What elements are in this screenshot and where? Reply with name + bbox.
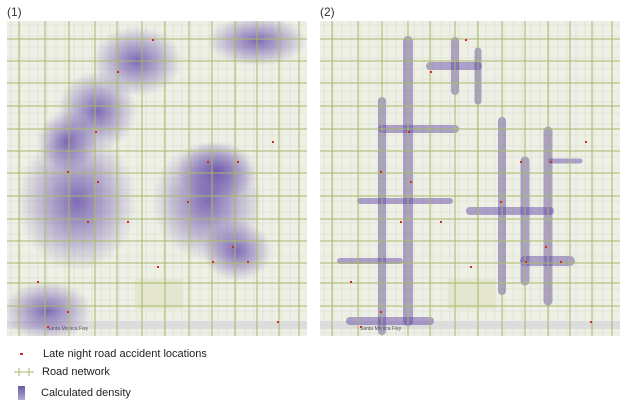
accident-point <box>212 261 214 263</box>
cemetery-area <box>448 279 496 309</box>
accident-point <box>67 311 69 313</box>
legend-label: Late night road accident locations <box>43 348 207 360</box>
map-panel-network-density[interactable]: Santa Monica Fwy <box>320 21 620 336</box>
density-blob <box>7 281 92 336</box>
legend-label: Calculated density <box>41 387 131 399</box>
accident-point <box>500 201 502 203</box>
accident-point <box>560 261 562 263</box>
accident-point <box>47 326 49 328</box>
accident-point <box>585 141 587 143</box>
accident-point <box>117 71 119 73</box>
legend-label: Road network <box>42 366 110 378</box>
accident-point <box>550 161 552 163</box>
accident-point <box>247 261 249 263</box>
accident-point <box>470 266 472 268</box>
accident-point <box>232 246 234 248</box>
accident-point <box>408 131 410 133</box>
accident-point <box>380 311 382 313</box>
accident-point <box>207 161 209 163</box>
accident-point <box>410 181 412 183</box>
accident-point <box>87 221 89 223</box>
density-blob <box>37 111 97 171</box>
accident-point <box>400 221 402 223</box>
panel-2-label: (2) <box>320 5 335 19</box>
accident-point <box>465 39 467 41</box>
accident-point <box>67 171 69 173</box>
accident-point <box>127 221 129 223</box>
panel-1-label: (1) <box>7 5 22 19</box>
accident-point <box>360 326 362 328</box>
legend-item-roads: Road network <box>14 366 110 378</box>
map-2: Santa Monica Fwy <box>320 21 620 336</box>
map-1: Santa Monica Fwy <box>7 21 307 336</box>
accident-point <box>152 39 154 41</box>
density-blob <box>202 221 272 281</box>
accident-point <box>277 321 279 323</box>
accident-point <box>520 161 522 163</box>
red-dot-icon <box>20 353 23 355</box>
accident-point <box>237 161 239 163</box>
cemetery-area <box>135 279 183 309</box>
legend-item-density: Calculated density <box>18 386 131 400</box>
accident-point <box>380 171 382 173</box>
map-panel-kernel-density[interactable]: Santa Monica Fwy <box>7 21 307 336</box>
density-blob <box>17 131 137 271</box>
accident-point <box>187 201 189 203</box>
accident-point <box>545 246 547 248</box>
freeway <box>7 321 307 329</box>
accident-point <box>95 131 97 133</box>
accident-point <box>157 266 159 268</box>
freeway-label: Santa Monica Fwy <box>360 326 402 332</box>
accident-point <box>97 181 99 183</box>
accident-point <box>37 281 39 283</box>
freeway <box>320 321 620 329</box>
density-swatch-icon <box>18 386 25 400</box>
road-line-icon <box>14 368 34 376</box>
accident-point <box>590 321 592 323</box>
accident-point <box>350 281 352 283</box>
density-blob <box>177 141 257 201</box>
accident-point <box>440 221 442 223</box>
accident-point <box>525 261 527 263</box>
legend-item-accidents: Late night road accident locations <box>20 348 207 360</box>
accident-point <box>272 141 274 143</box>
accident-point <box>430 71 432 73</box>
